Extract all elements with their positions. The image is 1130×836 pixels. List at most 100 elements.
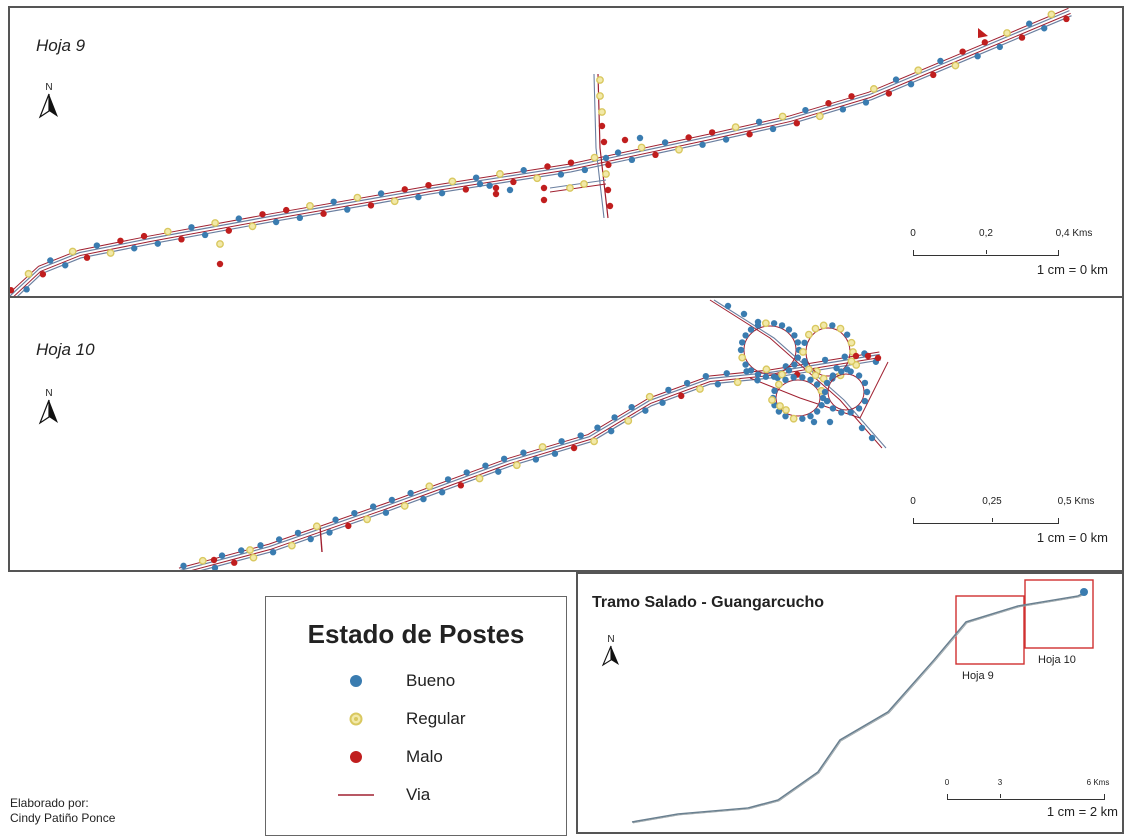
pole-regular — [819, 321, 828, 330]
pole-bueno — [829, 322, 836, 329]
pole-bueno — [307, 535, 314, 543]
pole-bueno — [23, 286, 30, 293]
pole-bueno — [602, 154, 610, 162]
north-label: N — [45, 388, 53, 399]
pole-bueno — [807, 412, 814, 420]
pole-bueno — [861, 397, 869, 405]
pole-bueno — [218, 552, 226, 559]
credit: Elaborado por: Cindy Patiño Ponce — [10, 796, 115, 826]
pole-regular — [733, 378, 742, 387]
pole-bueno — [269, 549, 277, 556]
pole-regular — [312, 522, 321, 531]
pole-bueno — [272, 218, 280, 226]
pole-malo — [874, 354, 882, 362]
pole-bueno — [802, 106, 809, 114]
north-arrow-icon — [601, 645, 619, 667]
road-loop — [827, 373, 865, 411]
pole-bueno — [785, 326, 793, 333]
pole-bueno — [201, 231, 209, 239]
pole-bueno — [438, 189, 446, 197]
pole-bueno — [407, 489, 414, 497]
pole-bueno — [659, 399, 666, 406]
pole-bueno — [642, 407, 649, 414]
pole-bueno — [799, 415, 806, 422]
scale-bar: 0 0,25 0,5 Kms 1 cm = 0 km — [904, 496, 1108, 552]
pole-bueno — [628, 403, 635, 411]
legend-label: Malo — [406, 747, 443, 766]
road-line — [549, 179, 607, 189]
pole-bueno — [636, 134, 644, 142]
pole-regular — [774, 380, 783, 389]
pole-bueno — [841, 353, 848, 360]
scale-ratio: 1 cm = 0 km — [1036, 262, 1108, 277]
pole-bueno — [747, 326, 755, 333]
pole-bueno — [628, 156, 636, 164]
overview-title: Tramo Salado - Guangarcucho — [592, 594, 825, 611]
flag-marker — [978, 28, 988, 38]
pole-bueno — [833, 364, 840, 372]
scale-bar-line — [913, 518, 1059, 524]
road-line — [319, 525, 323, 553]
pole-bueno — [520, 167, 527, 174]
pole-malo — [825, 100, 832, 107]
pole-malo — [178, 236, 185, 243]
pole-bueno — [683, 379, 691, 387]
pole-bueno — [855, 372, 863, 379]
pole-bueno — [863, 388, 871, 396]
pole-malo — [544, 163, 551, 170]
pole-bueno — [778, 322, 786, 329]
dot-icon — [350, 675, 362, 687]
legend: Estado de Postes Bueno Regular Malo Via — [265, 596, 567, 836]
legend-item-via: Via — [326, 781, 430, 809]
pole-bueno — [782, 376, 789, 384]
pole-malo — [598, 122, 606, 130]
pole-bueno — [858, 424, 866, 432]
pole-malo — [225, 227, 232, 234]
pole-malo — [621, 136, 629, 144]
pole-bueno — [377, 190, 385, 197]
pole-bueno — [742, 361, 749, 368]
pole-bueno — [370, 503, 377, 510]
scale-tick: 0,4 Kms — [1055, 228, 1093, 239]
road-line — [549, 183, 607, 193]
pole-bueno — [699, 141, 706, 148]
pole-bueno — [747, 367, 755, 374]
pole-bueno — [791, 361, 798, 368]
map-panel-hoja-9: Hoja 9 N 0 0,2 0,4 Kms 1 cm = 0 km — [8, 6, 1124, 298]
pole-regular — [249, 553, 258, 562]
pole-malo — [930, 71, 937, 79]
pole-regular — [804, 330, 813, 339]
pole-malo — [604, 186, 612, 194]
pole-regular — [163, 227, 172, 236]
pole-malo — [959, 48, 966, 55]
pole-malo — [216, 260, 224, 268]
pole-bueno — [577, 432, 584, 439]
pole-regular — [400, 502, 409, 510]
credit-line: Elaborado por: — [10, 796, 89, 810]
pole-regular — [287, 541, 296, 550]
pole-malo — [981, 39, 989, 46]
legend-item-regular: Regular — [326, 705, 466, 733]
scale-tick: 0 — [910, 496, 916, 507]
pole-regular — [246, 546, 254, 554]
pole-regular — [1003, 29, 1011, 37]
pole-bueno — [472, 174, 480, 181]
pole-bueno — [415, 193, 422, 201]
pole-bueno — [330, 198, 337, 205]
north-arrow-icon — [38, 399, 58, 425]
pole-bueno — [714, 381, 722, 388]
pole-bueno — [868, 434, 876, 442]
pole-regular — [198, 556, 207, 565]
pole-regular — [869, 85, 878, 93]
pole-regular — [496, 170, 504, 178]
pole-regular — [811, 371, 820, 380]
pole-regular — [596, 92, 604, 100]
route-end-marker — [1080, 588, 1088, 596]
pole-regular — [738, 353, 747, 362]
pole-bueno — [131, 245, 138, 252]
map-hoja-9 — [10, 8, 1072, 296]
pole-malo — [885, 90, 893, 97]
road-line — [191, 356, 881, 570]
pole-regular — [602, 170, 610, 178]
pole-bueno — [818, 401, 825, 409]
